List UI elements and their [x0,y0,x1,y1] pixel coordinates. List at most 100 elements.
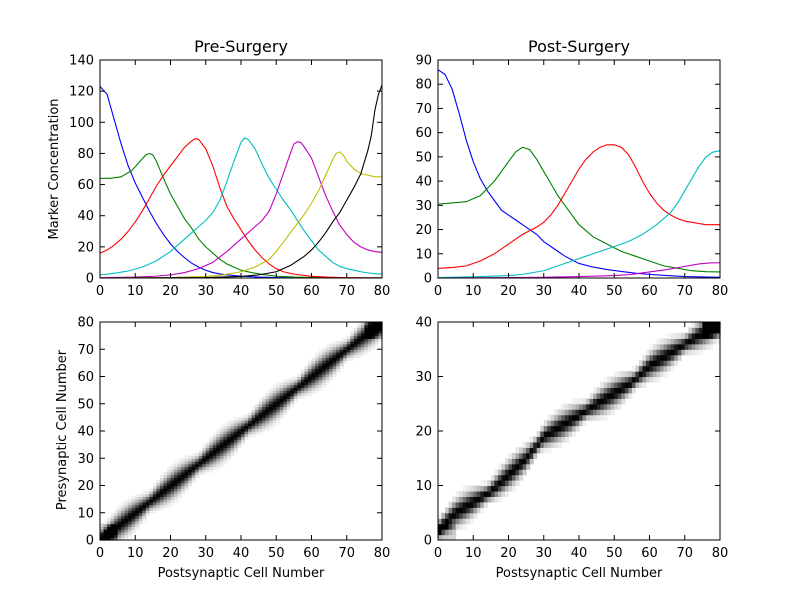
heatmap-cell [462,485,467,492]
heatmap-cell [170,490,175,495]
heatmap-cell [128,507,133,511]
heatmap-cell [307,368,313,372]
heatmap-cell [128,520,133,525]
heatmap-cell [705,322,711,329]
heatmap-cell [346,354,351,359]
heatmap-cell [322,376,327,380]
heatmap-cell [445,507,450,514]
heatmap-cell [149,501,154,506]
heatmap-cell [455,496,460,503]
heatmap-cell [466,501,471,508]
heatmap-cell [508,469,513,476]
y-tick-label: 0 [86,272,94,287]
heatmap-cell [138,515,143,519]
heatmap-cell [702,322,707,329]
heatmap-cell [202,444,207,448]
heatmap-cell [131,526,136,530]
heatmap-cell [265,409,270,413]
heatmap-cell [226,439,232,443]
heatmap-cell [128,523,133,527]
heatmap-cell [656,365,661,372]
heatmap-cell [279,411,284,416]
heatmap-cell [156,493,161,498]
heatmap-cell [223,444,228,448]
heatmap-cell [121,507,126,511]
heatmap-cell [543,420,548,427]
heatmap-cell [329,360,334,364]
heatmap-cell [667,365,672,372]
heatmap-cell [631,387,637,394]
heatmap-cell [677,338,682,345]
heatmap-cell [258,398,263,402]
heatmap-cell [621,371,626,378]
heatmap-cell [593,414,598,421]
heatmap-cells [438,322,721,541]
heatmap-cell [149,496,154,500]
heatmap-cell [452,518,457,525]
heatmap-cell [490,474,496,481]
heatmap-cell [593,387,598,394]
heatmap-cell [265,395,270,399]
heatmap-cell [466,507,471,514]
heatmap-cell [336,341,341,345]
heatmap-cell [512,458,517,465]
heatmap-cell [121,504,126,508]
heatmap-cell [322,384,327,388]
heatmap-cell [212,439,217,443]
heatmap-cell [265,417,270,421]
x-axis-ticks: 0 10 20 30 40 50 60 70 80 [434,60,728,299]
heatmap-cell [670,349,675,356]
heatmap-cell [297,395,302,399]
heatmap-cell [307,365,313,369]
heatmap-cell [364,322,369,326]
heatmap-cell [177,485,182,489]
heatmap-cell [219,455,224,459]
heatmap-cell [212,452,217,457]
heatmap-cell [145,507,150,511]
heatmap-cell [374,332,380,337]
x-tick-label: 0 [434,546,442,561]
heatmap-cell [107,529,112,533]
heatmap-cell [304,373,309,378]
heatmap-cell [360,341,365,345]
heatmap-cell [519,458,524,465]
heatmap-cell [276,406,281,410]
heatmap-cell [716,332,721,339]
heatmap-cell [698,349,703,356]
heatmap-cell [286,395,291,399]
heatmap-cell [653,360,658,367]
heatmap-cell [142,510,147,514]
heatmap-cell [283,381,288,386]
heatmap-cell [480,490,485,497]
heatmap-cell [307,376,313,380]
heatmap-cell [318,387,323,391]
heatmap-cell [663,365,668,372]
heatmap-cell [300,384,306,388]
heatmap-cell [600,398,605,405]
x-tick-label: 20 [500,284,517,299]
heatmap-cell [269,392,274,397]
heatmap-cell [455,501,460,508]
heatmap-cell [226,441,232,446]
heatmap-cell [360,330,365,334]
heatmap-cell [244,414,249,418]
heatmap-cell [290,392,295,397]
heatmap-cell [114,529,119,533]
heatmap-cell [262,425,267,429]
heatmap-cell [293,395,299,399]
heatmap-cell [209,441,214,446]
heatmap-cell [124,531,129,536]
heatmap-cell [332,357,337,361]
heatmap-cell [262,406,267,410]
heatmap-cell [593,392,598,399]
heatmap-cell [209,458,214,462]
pre-surgery-heatmap-ylabel: Presynaptic Cell Number [55,349,70,510]
y-tick-label: 0 [424,534,432,549]
heatmap-cell [575,420,580,427]
heatmap-cell [241,428,246,432]
heatmap-cell [110,529,115,533]
heatmap-cell [452,512,457,519]
heatmap-cell [279,392,284,397]
heatmap-cell [219,452,224,457]
heatmap-cell [188,477,193,481]
